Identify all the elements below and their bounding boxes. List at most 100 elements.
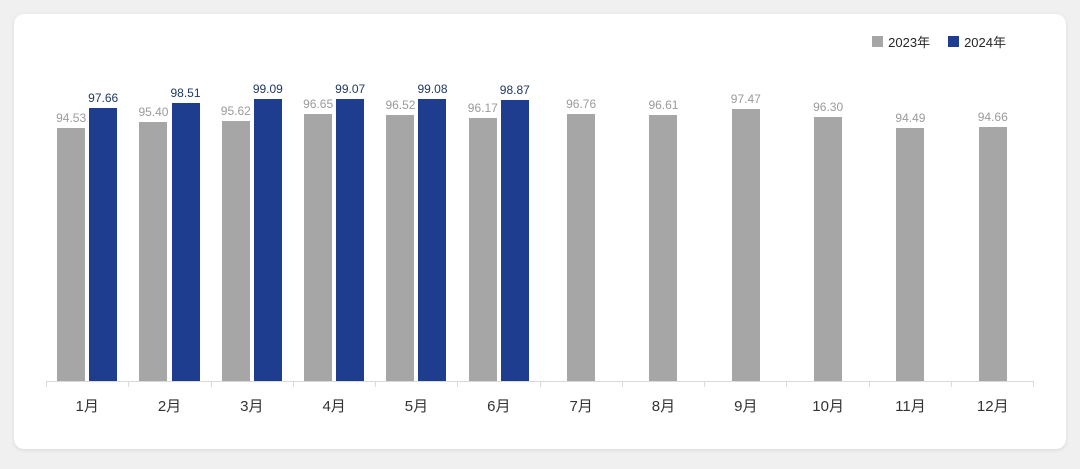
- bar-value-label: 96.52: [385, 98, 416, 112]
- bar-value-label: 95.62: [220, 104, 251, 118]
- bar-value-label: 95.40: [138, 105, 169, 119]
- legend-label-2024: 2024年: [964, 34, 1006, 50]
- bar-2024年-1月: 97.66: [88, 92, 118, 381]
- bar-group-12月: 94.66: [952, 111, 1034, 381]
- bar-2023年-8月: 96.61: [648, 99, 678, 381]
- legend-label-2023: 2023年: [888, 34, 931, 50]
- x-axis-tick: [870, 382, 952, 387]
- bar-group-4月: 96.65 99.07: [293, 83, 375, 381]
- bar: [221, 121, 250, 381]
- bar: [336, 99, 365, 381]
- x-axis-tick: [212, 382, 294, 387]
- bar-group-11月: 94.49: [869, 112, 951, 381]
- bar-2023年-4月: 96.65: [303, 98, 333, 381]
- bar-2023年-1月: 94.53: [56, 112, 86, 381]
- bar: [304, 114, 333, 381]
- bar-value-label: 99.07: [335, 82, 366, 96]
- bar: [500, 100, 529, 381]
- bar-2023年-11月: 94.49: [895, 112, 925, 381]
- x-axis-labels: 1月 2月 3月 4月 5月 6月 7月 8月 9月 10月 11月 12月: [46, 387, 1034, 416]
- bar-value-label: 98.87: [499, 83, 530, 97]
- chart-card: 2023年 2024年 94.53 97.66 95.40 98.51 95.62 99.…: [14, 14, 1066, 449]
- x-axis-label-8月: 8月: [651, 398, 676, 415]
- bar-value-label: 99.08: [417, 82, 448, 96]
- chart-legend: 2023年 2024年: [46, 32, 1006, 50]
- bar-value-label: 96.76: [566, 97, 597, 111]
- bar-2023年-5月: 96.52: [385, 99, 415, 381]
- bar-value-label: 97.47: [730, 92, 761, 106]
- bar-group-6月: 96.17 98.87: [458, 84, 540, 381]
- bar-group-2月: 95.40 98.51: [128, 87, 210, 381]
- legend-swatch-2023: [872, 35, 884, 47]
- x-axis-label-4月: 4月: [322, 398, 346, 415]
- x-axis-label-3月: 3月: [240, 398, 264, 415]
- x-axis-tick: [294, 382, 376, 387]
- bar-value-label: 99.09: [252, 82, 283, 96]
- x-axis-label-5月: 5月: [404, 398, 429, 415]
- bar-group-3月: 95.62 99.09: [211, 83, 293, 381]
- bar-group-7月: 96.76: [540, 98, 622, 381]
- x-axis-ticks: [46, 382, 1034, 387]
- bar-group-5月: 96.52 99.08: [375, 83, 457, 381]
- bar-groups: 94.53 97.66 95.40 98.51 95.62 99.09 96.65 99.07…: [46, 62, 1034, 382]
- x-axis-label-9月: 9月: [734, 398, 758, 415]
- x-axis-label-1月: 1月: [75, 398, 99, 415]
- bar-value-label: 96.30: [813, 100, 844, 114]
- bar-2023年-3月: 95.62: [221, 105, 251, 381]
- x-axis-tick: [458, 382, 541, 387]
- bar-value-label: 96.61: [648, 98, 679, 112]
- x-axis-label-7月: 7月: [569, 398, 593, 415]
- bar: [57, 128, 86, 381]
- bar: [139, 122, 168, 381]
- bar: [567, 114, 596, 381]
- legend-item-2023[interactable]: 2023年: [872, 32, 930, 51]
- bar: [814, 117, 843, 381]
- bar-2024年-4月: 99.07: [335, 83, 365, 381]
- x-axis-label-10月: 10月: [812, 398, 844, 415]
- bar-value-label: 97.66: [88, 91, 119, 105]
- x-axis-label-2月: 2月: [157, 398, 182, 415]
- bar-value-label: 94.49: [895, 111, 926, 125]
- bar: [386, 115, 415, 381]
- x-axis-label-6月: 6月: [487, 398, 511, 415]
- legend-swatch-2024: [948, 35, 960, 47]
- x-axis-tick: [129, 382, 212, 387]
- bar-2023年-10月: 96.30: [813, 101, 843, 381]
- bar-group-1月: 94.53 97.66: [46, 92, 128, 381]
- bar-group-8月: 96.61: [622, 99, 704, 381]
- bar: [418, 99, 447, 381]
- bar-2023年-6月: 96.17: [468, 102, 498, 381]
- x-axis-tick: [376, 382, 459, 387]
- bar-2024年-3月: 99.09: [253, 83, 283, 381]
- bar-2024年-6月: 98.87: [500, 84, 530, 381]
- bar-value-label: 94.53: [56, 111, 87, 125]
- x-axis-tick: [787, 382, 870, 387]
- bar-group-10月: 96.30: [787, 101, 869, 381]
- bar-chart: 94.53 97.66 95.40 98.51 95.62 99.09 96.65 99.07…: [46, 62, 1034, 416]
- x-axis-tick: [46, 382, 130, 387]
- bar-2023年-7月: 96.76: [566, 98, 596, 381]
- x-axis-label-12月: 12月: [976, 398, 1009, 415]
- bar-2024年-2月: 98.51: [170, 86, 201, 381]
- x-axis-tick: [623, 382, 705, 387]
- bar-value-label: 98.51: [170, 86, 201, 100]
- legend-item-2024[interactable]: 2024年: [948, 32, 1006, 51]
- x-axis-tick: [952, 382, 1034, 387]
- bar-2023年-2月: 95.40: [138, 106, 168, 381]
- x-axis-tick: [541, 382, 623, 387]
- bar-value-label: 96.65: [303, 97, 334, 111]
- bar-2024年-5月: 99.08: [417, 82, 448, 381]
- bar-value-label: 94.66: [977, 110, 1008, 124]
- bar: [731, 109, 760, 381]
- bar: [89, 108, 118, 381]
- bar: [649, 115, 678, 381]
- bar-group-9月: 97.47: [705, 93, 787, 381]
- bar: [253, 99, 282, 381]
- bar: [896, 128, 925, 381]
- bar: [978, 127, 1007, 381]
- x-axis-label-11月: 11月: [895, 398, 926, 415]
- bar: [468, 118, 497, 381]
- bar: [171, 103, 200, 381]
- bar-2023年-12月: 94.66: [978, 111, 1008, 381]
- bar-2023年-9月: 97.47: [731, 93, 761, 381]
